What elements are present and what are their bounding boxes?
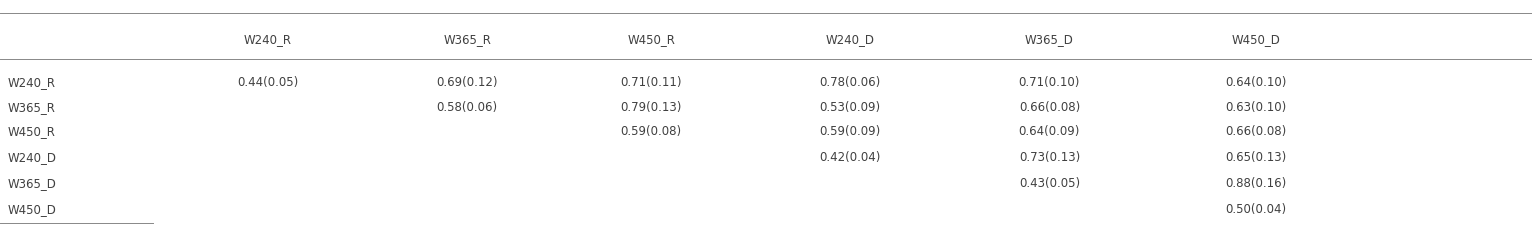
Text: 0.66(0.08): 0.66(0.08) <box>1226 125 1287 138</box>
Text: 0.64(0.09): 0.64(0.09) <box>1019 125 1080 138</box>
Text: W365_D: W365_D <box>1025 33 1074 46</box>
Text: 0.53(0.09): 0.53(0.09) <box>820 101 881 114</box>
Text: 0.73(0.13): 0.73(0.13) <box>1019 151 1080 163</box>
Text: 0.64(0.10): 0.64(0.10) <box>1226 75 1287 88</box>
Text: W240_D: W240_D <box>8 151 57 163</box>
Text: 0.71(0.11): 0.71(0.11) <box>620 75 682 88</box>
Text: W450_R: W450_R <box>627 33 676 46</box>
Text: 0.88(0.16): 0.88(0.16) <box>1226 176 1287 189</box>
Text: 0.59(0.08): 0.59(0.08) <box>620 125 682 138</box>
Text: W365_D: W365_D <box>8 176 57 189</box>
Text: W365_R: W365_R <box>8 101 55 114</box>
Text: W240_R: W240_R <box>8 75 55 88</box>
Text: 0.50(0.04): 0.50(0.04) <box>1226 202 1287 215</box>
Text: 0.63(0.10): 0.63(0.10) <box>1226 101 1287 114</box>
Text: 0.65(0.13): 0.65(0.13) <box>1226 151 1287 163</box>
Text: 0.71(0.10): 0.71(0.10) <box>1019 75 1080 88</box>
Text: 0.43(0.05): 0.43(0.05) <box>1019 176 1080 189</box>
Text: 0.69(0.12): 0.69(0.12) <box>437 75 498 88</box>
Text: 0.79(0.13): 0.79(0.13) <box>620 101 682 114</box>
Text: W450_D: W450_D <box>1232 33 1281 46</box>
Text: 0.66(0.08): 0.66(0.08) <box>1019 101 1080 114</box>
Text: 0.42(0.04): 0.42(0.04) <box>820 151 881 163</box>
Text: W240_D: W240_D <box>826 33 875 46</box>
Text: 0.78(0.06): 0.78(0.06) <box>820 75 881 88</box>
Text: 0.59(0.09): 0.59(0.09) <box>820 125 881 138</box>
Text: W450_R: W450_R <box>8 125 55 138</box>
Text: 0.58(0.06): 0.58(0.06) <box>437 101 498 114</box>
Text: W365_R: W365_R <box>443 33 492 46</box>
Text: W450_D: W450_D <box>8 202 57 215</box>
Text: W240_R: W240_R <box>244 33 293 46</box>
Text: 0.44(0.05): 0.44(0.05) <box>237 75 299 88</box>
